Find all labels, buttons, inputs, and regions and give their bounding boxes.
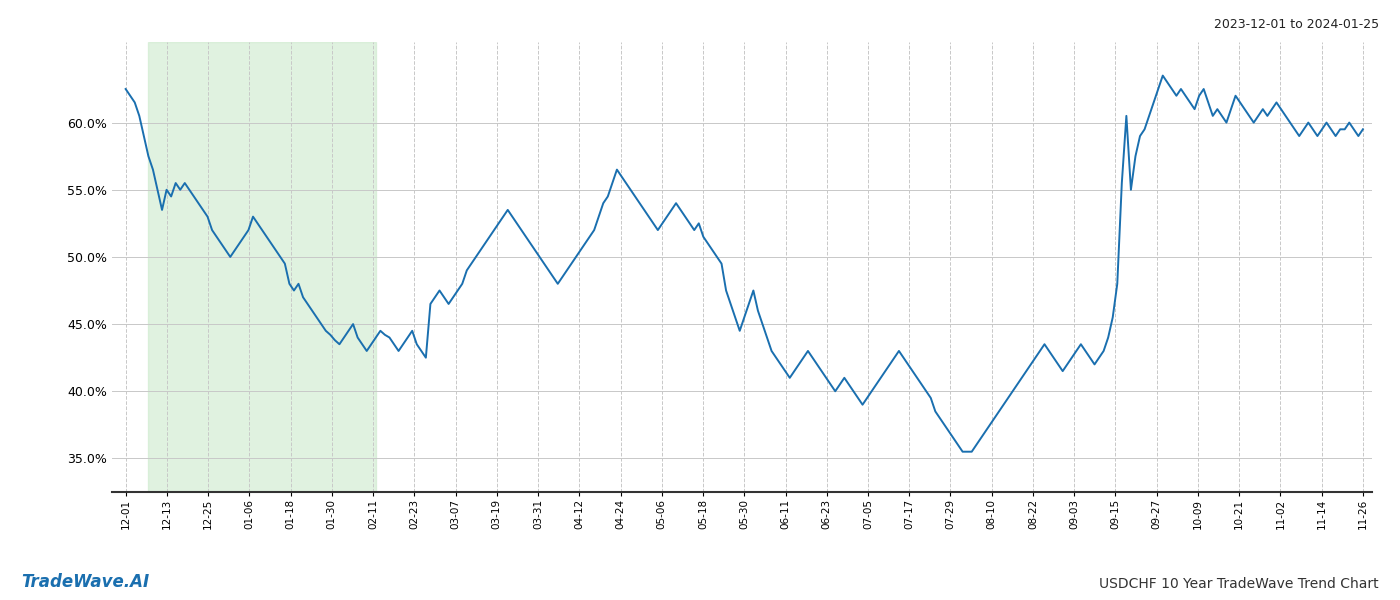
Text: USDCHF 10 Year TradeWave Trend Chart: USDCHF 10 Year TradeWave Trend Chart <box>1099 577 1379 591</box>
Bar <box>148 42 375 492</box>
Text: 2023-12-01 to 2024-01-25: 2023-12-01 to 2024-01-25 <box>1214 18 1379 31</box>
Text: TradeWave.AI: TradeWave.AI <box>21 573 150 591</box>
